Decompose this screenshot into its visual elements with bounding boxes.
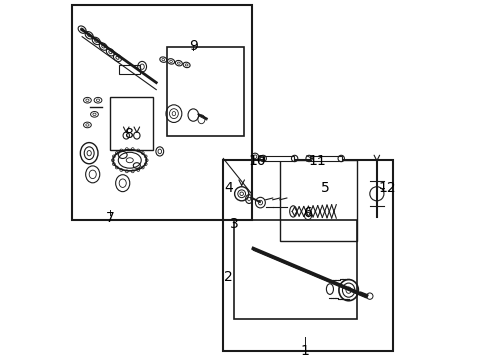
Text: 6: 6	[303, 206, 312, 220]
Text: 3: 3	[229, 217, 238, 231]
Text: 12: 12	[378, 181, 395, 195]
Text: 11: 11	[307, 154, 325, 168]
Text: 8: 8	[125, 127, 134, 141]
FancyBboxPatch shape	[309, 156, 341, 161]
Text: 10: 10	[247, 154, 265, 168]
FancyBboxPatch shape	[264, 156, 293, 161]
Text: 7: 7	[106, 211, 115, 225]
Text: 4: 4	[224, 181, 232, 195]
FancyBboxPatch shape	[168, 102, 203, 127]
Text: 1: 1	[300, 344, 308, 358]
Text: 5: 5	[321, 181, 329, 195]
Text: 9: 9	[188, 39, 197, 53]
Text: 2: 2	[224, 270, 232, 284]
